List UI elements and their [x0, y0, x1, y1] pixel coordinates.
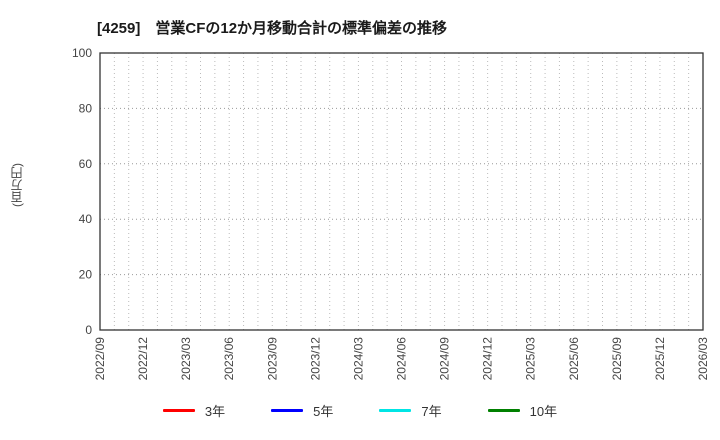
legend-line-swatch	[487, 409, 520, 412]
x-tick-label: 2022/09	[93, 337, 107, 381]
legend-line-swatch	[162, 409, 195, 412]
y-tick-label: 40	[79, 212, 93, 226]
x-tick-label: 2025/09	[610, 337, 624, 381]
plot-frame	[99, 52, 704, 331]
x-tick-label: 2023/12	[308, 337, 322, 381]
chart-title: [4259] 営業CFの12か月移動合計の標準偏差の推移	[97, 20, 448, 37]
legend-item-10年: 10年	[487, 401, 558, 420]
x-tick-label: 2024/09	[438, 337, 452, 381]
x-tick-label: 2026/03	[696, 337, 710, 381]
legend-label: 5年	[313, 404, 334, 419]
x-tick-label: 2025/03	[524, 337, 538, 381]
y-tick-label: 100	[72, 46, 92, 60]
x-tick-label: 2024/06	[395, 337, 409, 381]
y-tick-label: 20	[79, 268, 93, 282]
legend-line-swatch	[379, 409, 412, 412]
x-tick-label: 2023/09	[265, 337, 279, 381]
y-tick-label: 80	[79, 101, 93, 115]
x-tick-label: 2024/03	[351, 337, 365, 381]
legend-item-7年: 7年	[379, 401, 442, 420]
legend-label: 10年	[529, 404, 558, 419]
legend-item-3年: 3年	[162, 401, 226, 420]
y-tick-label: 60	[79, 157, 93, 171]
x-tick-label: 2022/12	[136, 337, 150, 381]
plot-area: 0 20 40 60 80 100 2022/09 2022/12 2023/03 2023/06…	[72, 46, 710, 381]
legend-label: 3年	[204, 404, 226, 419]
legend: 3年 5年 7年 10年	[0, 401, 720, 420]
y-tick-label: 0	[85, 323, 92, 337]
x-tick-label: 2024/12	[481, 337, 495, 381]
legend-item-5年: 5年	[271, 401, 333, 420]
legend-label: 7年	[421, 404, 442, 419]
x-tick-label: 2023/06	[222, 337, 236, 381]
legend-line-swatch	[271, 409, 304, 412]
x-tick-label: 2023/03	[179, 337, 193, 381]
x-tick-label: 2025/12	[653, 337, 667, 381]
x-tick-label: 2025/06	[567, 337, 581, 381]
